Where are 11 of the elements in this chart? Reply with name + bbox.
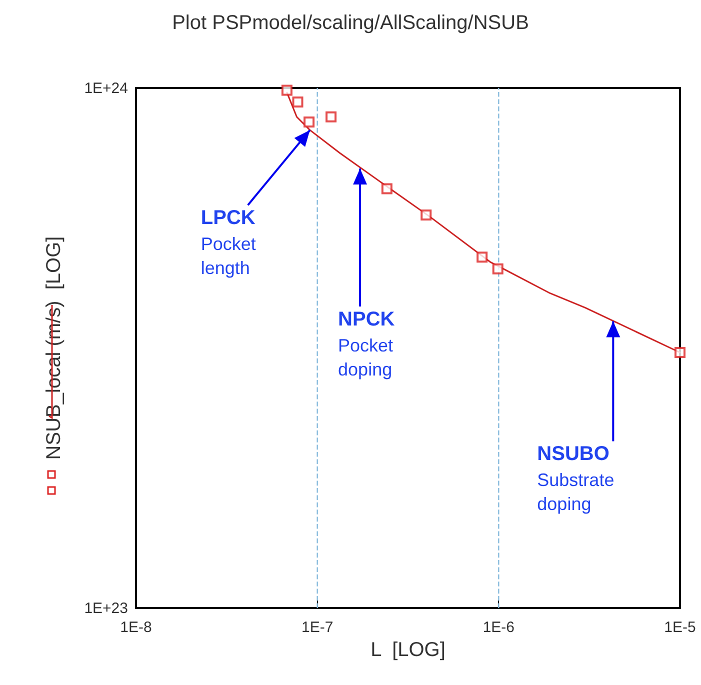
annotation: NPCK Pocket doping [338, 308, 396, 380]
annotation: NSUBO Substrate doping [537, 443, 614, 514]
annotation: LPCK Pocket length [200, 207, 256, 278]
x-tick-label: 1E-6 [482, 619, 515, 636]
x-tick-label: 1E-8 [120, 619, 152, 636]
x-axis-title: L [LOG] [370, 639, 446, 661]
y-tick-label: 1E+24 [84, 80, 128, 97]
x-tick-label: 1E-5 [664, 619, 696, 636]
y-tick-label: 1E+23 [84, 600, 128, 617]
x-tick-label: 1E-7 [301, 619, 334, 636]
chart-title: Plot PSPmodel/scaling/AllScaling/NSUB [172, 12, 529, 34]
